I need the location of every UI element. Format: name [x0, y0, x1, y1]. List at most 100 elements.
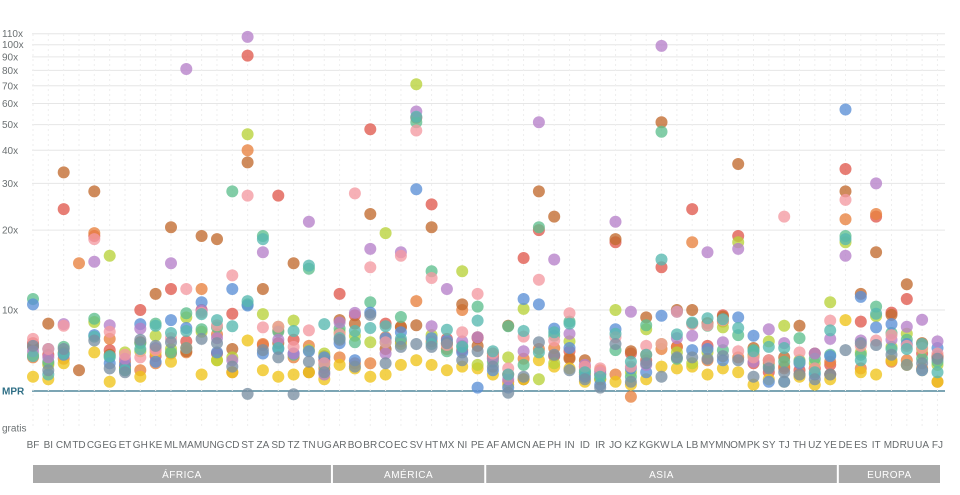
data-point: [134, 322, 147, 335]
data-point: [57, 319, 70, 332]
data-point: [440, 364, 453, 377]
data-point: [548, 334, 561, 347]
data-point: [548, 348, 561, 361]
data-point: [410, 319, 423, 332]
data-point: [517, 302, 530, 315]
x-tick-label: KZ: [624, 440, 637, 451]
data-point: [670, 328, 683, 341]
data-points: [27, 30, 944, 403]
x-tick-label: MY: [700, 440, 715, 451]
x-tick-label: TD: [72, 440, 85, 451]
x-tick-label: MU: [194, 440, 210, 451]
data-point: [27, 298, 39, 311]
data-point: [655, 125, 668, 138]
data-point: [272, 320, 285, 333]
data-point: [73, 364, 85, 377]
x-tick-label: SY: [762, 440, 776, 451]
data-point: [655, 253, 668, 266]
data-point: [824, 332, 837, 345]
data-point: [778, 355, 791, 368]
data-point: [762, 375, 775, 388]
x-tick-label: FJ: [932, 440, 943, 451]
data-point: [532, 221, 545, 234]
data-point: [824, 368, 837, 381]
data-point: [609, 338, 622, 350]
data-point: [425, 198, 438, 211]
data-point: [701, 352, 714, 365]
y-tick-label: 40x: [2, 146, 18, 157]
data-point: [732, 158, 745, 170]
data-point: [165, 327, 177, 339]
data-point: [624, 345, 637, 358]
x-tick-label: EC: [394, 440, 408, 451]
data-point: [57, 343, 70, 355]
data-point: [762, 323, 775, 336]
data-point: [410, 124, 423, 137]
x-tick-label: CN: [516, 440, 530, 451]
data-point: [609, 375, 622, 388]
data-point: [57, 166, 70, 179]
x-tick-label: KW: [653, 440, 670, 451]
data-point: [471, 287, 484, 300]
data-point: [701, 368, 714, 381]
gridlines: [32, 33, 945, 428]
x-tick-label: NG: [209, 440, 224, 451]
data-point: [594, 381, 607, 394]
y-axis-tick-labels: gratis MPR 10x 20x 30x 40x 50x 60x 70x 80x 90x100x…: [2, 29, 26, 434]
data-point: [103, 325, 116, 338]
data-point: [732, 242, 745, 255]
data-point: [594, 362, 607, 375]
y-tick-label: 100x: [2, 40, 24, 51]
x-tick-label: AM: [501, 440, 516, 451]
data-point: [318, 318, 331, 331]
data-point: [563, 317, 576, 330]
data-point: [456, 340, 469, 353]
x-tick-label: AF: [487, 440, 500, 451]
data-point: [180, 325, 193, 337]
x-tick-label: UZ: [808, 440, 821, 451]
data-point: [241, 30, 254, 43]
data-point: [226, 360, 239, 373]
x-tick-label: MA: [179, 440, 194, 451]
data-point: [195, 368, 208, 381]
data-point: [854, 315, 867, 328]
x-tick-label: BR: [363, 440, 377, 451]
data-point: [517, 325, 530, 337]
y-tick-label: 80x: [2, 66, 18, 77]
data-point: [778, 319, 791, 332]
data-point: [624, 390, 637, 403]
data-point: [195, 283, 208, 295]
data-point: [364, 336, 377, 349]
x-tick-label: BO: [348, 440, 363, 451]
data-point: [548, 357, 561, 370]
data-point: [195, 296, 208, 309]
x-tick-label: TJ: [779, 440, 790, 451]
x-tick-label: CG: [87, 440, 102, 451]
data-point: [149, 329, 162, 342]
region-label: AMÉRICA: [384, 468, 433, 481]
data-point: [241, 295, 254, 308]
x-tick-label: UA: [915, 440, 929, 451]
data-point: [640, 357, 653, 370]
data-point: [532, 346, 545, 359]
data-point: [364, 296, 377, 309]
data-point: [226, 283, 239, 295]
x-tick-label: ZA: [257, 440, 270, 451]
data-point: [180, 342, 193, 354]
data-point: [839, 103, 852, 116]
data-point: [410, 183, 423, 196]
data-point: [732, 322, 745, 334]
data-point: [471, 314, 484, 327]
data-point: [931, 366, 944, 379]
x-tick-label: SV: [410, 440, 424, 451]
data-point: [165, 336, 177, 349]
data-point: [272, 189, 285, 202]
data-point: [195, 230, 208, 242]
data-point: [870, 368, 883, 381]
data-point: [302, 355, 315, 368]
data-point: [318, 366, 331, 379]
data-point: [916, 338, 929, 350]
data-point: [364, 261, 377, 274]
data-point: [471, 345, 484, 358]
